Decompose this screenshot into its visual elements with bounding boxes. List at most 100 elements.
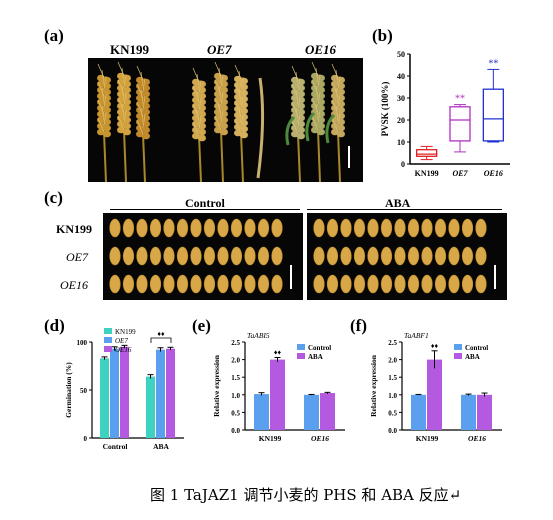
wheat-grain xyxy=(142,108,150,116)
wheat-stem xyxy=(103,131,107,183)
wheat-awn xyxy=(295,107,299,123)
gene-name: TaABI5 xyxy=(247,331,270,340)
wheat-seed xyxy=(407,218,420,238)
wheat-grain xyxy=(291,100,299,108)
wheat-seed xyxy=(353,218,366,238)
wheat-awn xyxy=(335,105,339,121)
wheat-seed xyxy=(230,218,243,238)
wheat-awn xyxy=(295,71,299,87)
wheat-seed xyxy=(136,218,148,238)
wheat-grain xyxy=(234,87,242,95)
aba-condition-line xyxy=(307,209,502,210)
wheat-awn xyxy=(335,69,339,85)
wheat-grain xyxy=(234,105,242,113)
wheat-seed xyxy=(271,218,283,238)
wheat-grain xyxy=(297,90,305,98)
wheat-seed xyxy=(149,274,162,294)
wheat-seed xyxy=(244,218,256,238)
wheat-grain xyxy=(311,78,319,86)
wheat-seed xyxy=(176,274,189,294)
wheat-seed xyxy=(244,246,256,266)
wheat-awn xyxy=(140,107,144,123)
y-tick-label: 1.5 xyxy=(388,374,397,382)
wheat-grain xyxy=(198,110,206,118)
legend-swatch xyxy=(297,353,305,359)
wheat-awn xyxy=(240,76,244,92)
legend-swatch xyxy=(104,328,112,334)
wheat-awn xyxy=(196,91,200,107)
wheat-grain xyxy=(331,86,339,94)
wheat-grain xyxy=(234,81,242,89)
wheat-grain xyxy=(123,128,131,136)
sprout xyxy=(305,111,316,142)
wheat-awn xyxy=(335,87,339,103)
wheat-grain xyxy=(234,123,242,131)
wheat-seed xyxy=(190,246,202,266)
wheat-seed xyxy=(367,246,379,266)
wheat-awn xyxy=(192,121,200,137)
wheat-grain xyxy=(240,89,248,97)
wheat-seed xyxy=(271,246,283,266)
wheat-grain xyxy=(214,96,222,104)
wheat-grain xyxy=(240,125,248,133)
wheat-seed xyxy=(461,246,474,266)
wheat-seed xyxy=(475,246,487,266)
wheat-grain xyxy=(117,96,125,104)
wheat-grain xyxy=(123,86,131,94)
wheat-seed xyxy=(326,274,339,294)
wheat-seed xyxy=(448,246,460,266)
panel-d-bar-chart: 0 50 100 Germination (%) Control ABA KN199OE7O… xyxy=(64,328,184,451)
wheat-stem xyxy=(297,133,301,183)
y-tick-label: 50 xyxy=(397,50,405,59)
wheat-awn xyxy=(240,94,244,110)
box xyxy=(416,149,438,157)
bar xyxy=(146,376,155,438)
wheat-grain xyxy=(192,126,200,134)
x-tick-label: KN199 xyxy=(415,169,439,178)
y-tick-label: 2.0 xyxy=(388,357,397,365)
wheat-awn xyxy=(103,111,107,127)
wheat-grain xyxy=(291,106,299,114)
wheat-seed xyxy=(163,246,175,266)
wheat-seed xyxy=(434,246,447,266)
x-tick-label: OE16 xyxy=(468,434,486,443)
wheat-seed xyxy=(230,246,243,266)
wheat-awn xyxy=(218,67,222,83)
wheat-grain xyxy=(234,99,242,107)
wheat-seed xyxy=(109,218,121,238)
wheat-grain xyxy=(97,98,105,106)
seeds-aba-photo xyxy=(307,213,507,300)
panel-c-condition-control: Control xyxy=(185,196,225,210)
y-tick-label: 0 xyxy=(401,160,405,169)
wheat-stem xyxy=(220,129,224,183)
wheat-grain xyxy=(198,134,206,142)
bar xyxy=(110,348,119,438)
wheat-grain xyxy=(117,102,125,110)
wheat-grain xyxy=(317,86,325,94)
wheat-awn xyxy=(297,77,301,93)
panel-f-bar-chart: 0.0 0.5 1.0 1.5 2.0 2.5 Relative expression KN1… xyxy=(369,331,502,443)
panel-b-label: (b) xyxy=(372,26,393,45)
wheat-grain xyxy=(331,98,339,106)
bar xyxy=(461,394,476,430)
wheat-grain xyxy=(214,84,222,92)
wheat-grain xyxy=(331,122,339,130)
bar xyxy=(427,359,442,430)
wheat-grain xyxy=(337,106,345,114)
y-tick-label: 0.0 xyxy=(231,427,240,435)
wheat-awn xyxy=(317,109,321,125)
wheat-seed xyxy=(313,274,325,294)
wheat-seed xyxy=(257,218,270,238)
wheat-grain xyxy=(97,80,105,88)
wheat-stem xyxy=(240,132,244,183)
wheat-awn xyxy=(234,118,242,134)
wheat-seed xyxy=(122,274,135,294)
y-tick-label: 100 xyxy=(77,339,88,347)
wheat-grain xyxy=(97,116,105,124)
y-tick-label: 20 xyxy=(397,116,405,125)
wheat-grain xyxy=(214,102,222,110)
bar xyxy=(166,348,175,438)
wheat-grain xyxy=(214,78,222,86)
wheat-grain xyxy=(214,114,222,122)
wheat-seed xyxy=(448,274,460,294)
